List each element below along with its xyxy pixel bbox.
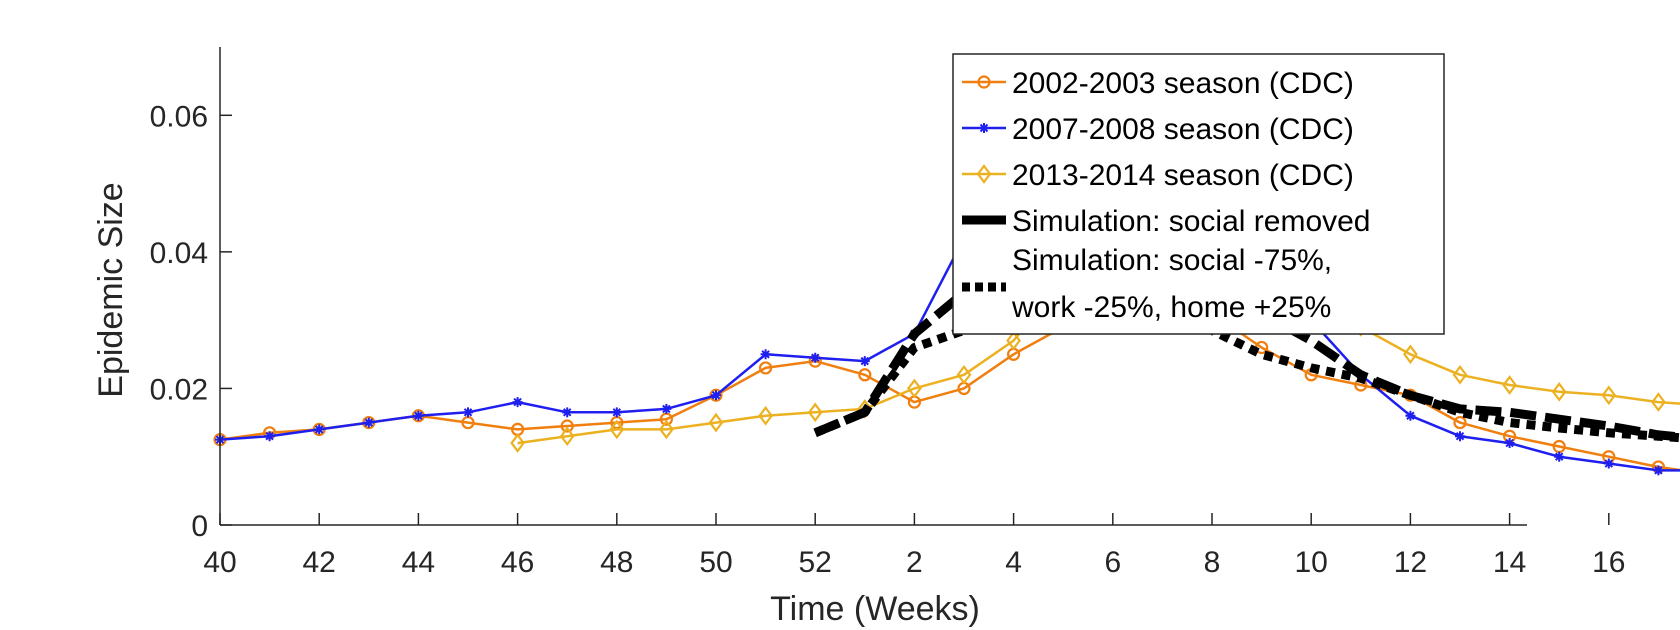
legend-item-2: 2007-2008 season (CDC) [962,113,1354,146]
legend-item-1: 2002-2003 season (CDC) [962,67,1354,100]
series-line [219,305,1680,472]
x-tick-label: 52 [799,546,832,579]
legend-box [952,53,1445,335]
y-ticks: 0 0.02 0.04 0.06 [150,100,232,543]
data-point [413,410,424,421]
data-point [1502,375,1517,395]
data-point [560,419,574,433]
data-point [562,407,573,418]
data-point [1554,451,1565,462]
data-point [1453,415,1467,430]
x-axis-title: Time (Weeks) [770,590,980,628]
legend-label: 2002-2003 season (CDC) [1012,67,1354,100]
data-point [363,417,374,428]
data-point [1452,364,1468,385]
x-tick-label: 12 [1394,546,1427,579]
x-tick-label: 14 [1493,546,1526,579]
x-tick-label: 4 [1005,546,1022,579]
data-point [807,402,823,423]
legend-item-5: Simulation: social -75%, work -25%, home … [962,244,1332,324]
data-point [1551,382,1567,402]
axes [219,47,1527,526]
data-point [609,419,625,440]
data-point [512,397,523,408]
series-line [219,117,1680,472]
data-point [758,361,773,375]
x-tick-label: 44 [402,546,435,579]
data-point [1651,392,1666,412]
data-point [264,431,275,442]
data-point [758,405,773,426]
data-point [859,356,870,367]
data-point [711,390,721,401]
data-point [810,352,821,363]
data-point [314,424,325,435]
data-point [611,407,622,418]
data-point [1504,438,1515,449]
data-point [907,378,922,399]
x-tick-label: 48 [600,546,633,579]
legend-marker [976,164,992,184]
y-axis-title: Epidemic Size [92,182,130,397]
y-tick-label: 0.02 [150,373,208,406]
data-point [708,412,724,433]
x-tick-label: 46 [501,546,534,579]
data-point [510,433,525,453]
legend-label: 2007-2008 season (CDC) [1012,113,1354,146]
series-line [517,216,1680,445]
x-ticks: 4042444648505224681012141618202224262830… [203,513,1625,579]
x-tick-label: 40 [203,546,236,579]
data-point [661,403,672,414]
legend-label: work -25%, home +25% [1011,291,1331,324]
data-point [956,364,972,385]
legend: 2002-2003 season (CDC) 2007-2008 season (… [952,53,1445,335]
x-tick-label: 6 [1104,546,1121,579]
x-tick-label: 2 [906,546,923,579]
legend-marker [977,75,991,89]
data-point [463,407,473,418]
data-point [1405,410,1416,421]
data-point [709,388,723,402]
x-tick-label: 10 [1295,546,1328,579]
legend-item-3: 2013-2014 season (CDC) [962,159,1354,192]
y-tick-label: 0.04 [150,237,208,270]
data-point [1006,330,1021,351]
x-tick-label: 42 [303,546,336,579]
legend-label: Simulation: social removed [1012,205,1371,238]
x-tick-label: 8 [1204,546,1221,579]
data-point [659,419,674,440]
data-point [1603,458,1614,469]
data-point [760,349,771,360]
legend-label: 2013-2014 season (CDC) [1012,159,1354,192]
legend-item-4: Simulation: social removed [962,205,1371,238]
y-tick-label: 0 [191,510,208,543]
data-point [1455,431,1465,442]
x-tick-label: 50 [699,546,732,579]
legend-items: 2002-2003 season (CDC) 2007-2008 season (… [962,67,1371,324]
data-point [559,426,575,447]
data-point [858,368,872,382]
y-tick-label: 0.06 [150,100,208,133]
legend-marker [979,123,989,133]
data-point [1653,465,1664,476]
x-tick-label: 16 [1592,546,1625,579]
legend-label: Simulation: social -75%, [1012,244,1332,277]
data-point [1403,344,1418,365]
data-point [1601,385,1617,406]
